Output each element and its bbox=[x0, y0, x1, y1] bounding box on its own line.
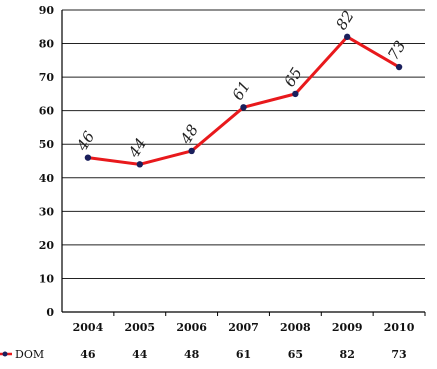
data-label: 44 bbox=[124, 135, 150, 162]
data-table-legend: DOM bbox=[0, 348, 44, 361]
data-label: 46 bbox=[72, 128, 98, 155]
data-table-value: 82 bbox=[340, 348, 355, 361]
data-point bbox=[344, 33, 351, 41]
y-tick-label: 30 bbox=[39, 205, 55, 218]
data-table-values: 46 44 48 61 65 82 73 bbox=[80, 348, 406, 361]
data-point bbox=[188, 147, 195, 155]
y-tick-labels: 0 10 20 30 40 50 60 70 80 90 bbox=[39, 4, 55, 319]
data-label: 82 bbox=[332, 7, 357, 33]
y-tick-label: 80 bbox=[39, 38, 55, 51]
data-label: 61 bbox=[229, 78, 254, 104]
legend-label-dom: DOM bbox=[15, 348, 44, 361]
data-point bbox=[395, 63, 403, 71]
y-tick-label: 60 bbox=[39, 105, 55, 118]
y-tick-label: 0 bbox=[46, 306, 54, 319]
data-point bbox=[84, 154, 92, 161]
data-table-value: 73 bbox=[391, 348, 406, 361]
x-tick-label: 2009 bbox=[332, 321, 363, 334]
x-tick-label: 2004 bbox=[73, 321, 104, 334]
x-tick-label: 2006 bbox=[176, 321, 207, 334]
gridlines bbox=[62, 9, 425, 279]
y-tick-label: 90 bbox=[39, 4, 55, 17]
data-point bbox=[240, 104, 247, 111]
x-tick-labels: 2004 2005 2006 2007 2008 2009 2010 bbox=[73, 321, 415, 334]
y-tick-label: 70 bbox=[39, 71, 55, 84]
series-dom-markers bbox=[84, 33, 403, 168]
data-table-value: 65 bbox=[288, 348, 303, 361]
data-table-value: 44 bbox=[132, 348, 148, 361]
y-tick-label: 10 bbox=[39, 272, 55, 285]
data-point bbox=[136, 161, 143, 168]
x-tick-label: 2007 bbox=[228, 321, 259, 334]
data-table-value: 61 bbox=[236, 348, 251, 361]
data-point bbox=[292, 90, 299, 98]
y-tick-label: 40 bbox=[39, 172, 55, 185]
y-tick-label: 20 bbox=[39, 239, 55, 252]
x-tick-label: 2008 bbox=[280, 321, 311, 334]
axes bbox=[61, 10, 426, 316]
x-tick-label: 2005 bbox=[124, 321, 155, 334]
legend-swatch-marker bbox=[2, 351, 8, 357]
data-table-value: 48 bbox=[184, 348, 200, 361]
x-tick-label: 2010 bbox=[384, 321, 415, 334]
y-tick-label: 50 bbox=[39, 138, 55, 151]
data-table-value: 46 bbox=[80, 348, 96, 361]
